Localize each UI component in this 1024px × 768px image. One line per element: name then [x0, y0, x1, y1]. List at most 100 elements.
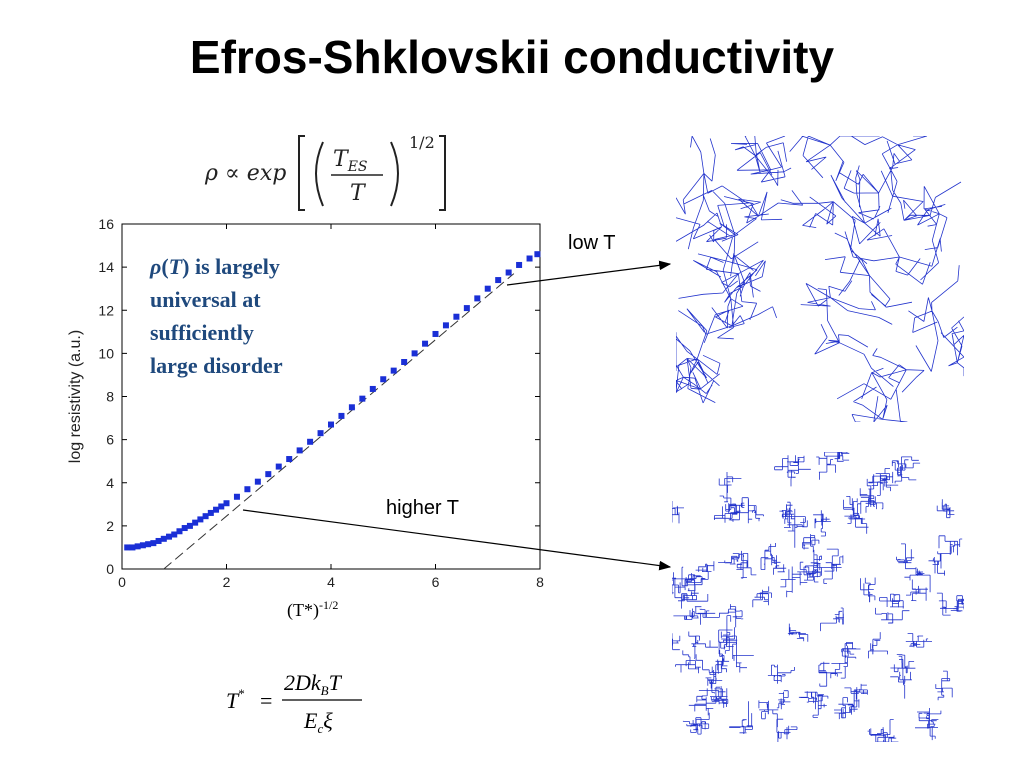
data-point	[328, 421, 334, 428]
data-point	[145, 541, 152, 548]
data-point	[166, 533, 173, 540]
annotation-line4: large disorder	[150, 353, 283, 378]
y-tick-label: 14	[98, 259, 114, 275]
data-point	[275, 463, 282, 470]
data-point	[233, 493, 240, 500]
data-point	[534, 251, 541, 258]
tstar-equals: =	[260, 688, 272, 713]
data-point	[422, 340, 429, 347]
data-point	[160, 535, 167, 542]
data-point	[197, 516, 204, 523]
x-tick-label: 0	[118, 574, 126, 590]
data-point	[380, 376, 387, 383]
t-symbol: T	[168, 254, 183, 279]
formula-lhs: ρ ∝ exp	[204, 161, 286, 186]
data-point	[505, 269, 512, 276]
data-point	[150, 540, 157, 547]
left-square-bracket	[298, 135, 305, 211]
data-point	[129, 544, 136, 551]
data-point	[244, 486, 251, 493]
es-formula: ρ ∝ exp TES T 1/2	[204, 133, 446, 211]
data-point	[442, 322, 449, 329]
higher-t-label: higher T	[386, 497, 460, 519]
data-point	[401, 359, 408, 365]
data-point	[155, 537, 162, 544]
data-point	[526, 255, 533, 262]
data-point	[181, 525, 188, 532]
y-tick-label: 2	[106, 518, 114, 534]
data-point	[348, 404, 355, 411]
data-point	[484, 285, 491, 292]
annotation-rest: ) is largely	[182, 254, 280, 279]
data-point	[254, 478, 261, 485]
x-tick-label: 6	[432, 574, 440, 590]
data-point	[432, 330, 439, 337]
resistivity-chart: 0 2 4 6 8 0 2 4 6 8 10 12 14 16 log resistivity (a.u.)	[67, 216, 544, 590]
data-point	[134, 543, 141, 550]
data-point	[207, 509, 214, 516]
data-point	[286, 456, 293, 463]
right-square-bracket	[439, 135, 446, 211]
formula-denominator: T	[350, 181, 367, 206]
x-tick-label: 2	[223, 574, 231, 590]
data-point	[213, 506, 220, 513]
data-point	[516, 261, 523, 268]
y-tick-label: 16	[98, 216, 114, 232]
data-point	[474, 295, 481, 302]
tstar-numerator: 2DkBT	[284, 670, 343, 698]
data-point	[218, 503, 225, 510]
right-paren	[390, 141, 399, 207]
annotation-line3: sufficiently	[150, 320, 254, 345]
formula-exponent: 1/2	[409, 133, 435, 152]
y-axis-label: log resistivity (a.u.)	[67, 330, 84, 463]
x-axis-label: (T*)-1/2	[287, 598, 338, 621]
network-edges	[676, 136, 964, 422]
low-t-network-image	[676, 136, 964, 422]
y-tick-label: 0	[106, 561, 114, 577]
y-tick-label: 10	[98, 345, 114, 361]
data-point	[296, 447, 303, 454]
y-tick-label: 8	[106, 389, 114, 405]
tstar-denominator: Ecξ	[303, 708, 333, 736]
data-point	[411, 350, 418, 357]
data-point	[307, 438, 314, 445]
data-point	[463, 305, 470, 312]
chart-annotation: ρ(T) is largely universal at sufficientl…	[150, 250, 350, 382]
data-point	[338, 412, 345, 419]
tstar-lhs: T*	[226, 686, 245, 713]
data-point	[359, 395, 366, 402]
annotation-line1: ρ(T) is largely	[150, 250, 350, 283]
data-point	[192, 519, 199, 526]
x-tick-label: 8	[536, 574, 544, 590]
data-point	[223, 500, 230, 507]
reference-dashed-line	[163, 273, 515, 570]
x-axis-label-exp: -1/2	[318, 598, 339, 612]
data-point	[202, 513, 209, 520]
x-tick-label: 4	[327, 574, 335, 590]
network-edges	[672, 452, 964, 742]
data-point	[390, 367, 397, 374]
data-point	[453, 313, 460, 320]
annotation-line2: universal at	[150, 287, 261, 312]
data-point	[495, 277, 502, 284]
higher-t-network-image	[672, 452, 964, 742]
data-point	[265, 471, 272, 478]
data-point	[171, 531, 178, 538]
data-point	[317, 430, 324, 437]
data-point	[124, 544, 131, 551]
left-paren	[315, 141, 324, 207]
x-axis-label-base: (T*)	[287, 600, 319, 620]
low-t-label: low T	[568, 232, 616, 254]
data-point	[369, 385, 376, 392]
rho-symbol: ρ	[150, 254, 162, 279]
data-point	[186, 522, 193, 529]
y-tick-label: 12	[98, 302, 114, 318]
slide-title: Efros-Shklovskii conductivity	[189, 31, 835, 83]
tstar-equation: T* = 2DkBT Ecξ	[226, 670, 362, 736]
data-point	[139, 542, 146, 549]
data-point	[176, 528, 183, 535]
formula-numerator: TES	[333, 147, 368, 175]
y-tick-label: 6	[106, 432, 114, 448]
annotation-open-paren: (	[161, 254, 169, 279]
y-tick-label: 4	[106, 475, 114, 491]
